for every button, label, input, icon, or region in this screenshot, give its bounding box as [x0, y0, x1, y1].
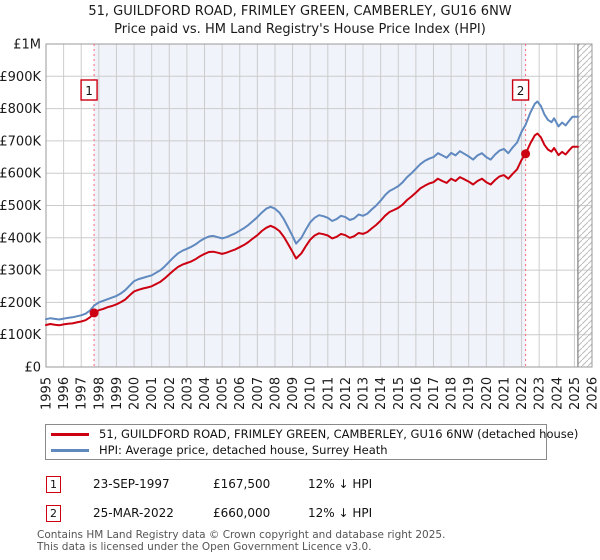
- x-tick-label: 2010: [304, 377, 319, 410]
- x-tick-label: 2011: [321, 377, 336, 410]
- transaction-1-marker: 1: [46, 476, 61, 493]
- x-tick-label: 2023: [533, 377, 548, 410]
- hpi-line-swatch: [51, 448, 89, 452]
- y-tick-label: £1M: [13, 38, 41, 53]
- copyright-line: Contains HM Land Registry data © Crown c…: [37, 529, 446, 541]
- x-tick-label: 1995: [40, 377, 55, 410]
- x-tick-label: 2000: [128, 377, 143, 410]
- x-tick-label: 2005: [216, 377, 231, 410]
- x-tick-label: 2001: [145, 377, 160, 410]
- transaction-1-price: £167,500: [213, 477, 271, 491]
- x-tick-label: 2013: [357, 377, 372, 410]
- y-tick-label: £0: [24, 361, 41, 376]
- y-tick-label: £900K: [0, 70, 41, 85]
- sale-flag-box-2: [511, 79, 530, 101]
- x-tick-label: 2025: [568, 377, 583, 410]
- y-tick-label: £200K: [0, 296, 41, 311]
- chart-subtitle: Price paid vs. HM Land Registry's House …: [114, 22, 486, 37]
- x-tick-label: 2016: [409, 377, 424, 410]
- x-tick-label: 2026: [586, 377, 600, 410]
- licence-line: This data is licensed under the Open Gov…: [37, 541, 372, 553]
- legend-item-property: 51, GUILDFORD ROAD, FRIMLEY GREEN, CAMBE…: [46, 427, 578, 441]
- y-tick-label: £400K: [0, 231, 41, 246]
- transaction-row-1: 1 23-SEP-1997 £167,500 12% ↓ HPI: [0, 476, 600, 494]
- x-tick-label: 2019: [462, 377, 477, 410]
- y-tick-label: £600K: [0, 167, 41, 182]
- x-tick-label: 2015: [392, 377, 407, 410]
- x-tick-label: 2008: [268, 377, 283, 410]
- sale-marker-1: [89, 308, 99, 318]
- x-tick-label: 2024: [550, 377, 565, 410]
- x-tick-label: 1998: [92, 377, 107, 410]
- transaction-1-hpi-delta: 12% ↓ HPI: [308, 477, 373, 491]
- x-tick-label: 2012: [339, 377, 354, 410]
- x-tick-label: 1997: [75, 377, 90, 410]
- hpi-series-line: [45, 100, 579, 321]
- sale-marker-2: [521, 149, 531, 159]
- sale-flag-box-1: [80, 79, 98, 101]
- property-series-line: [45, 132, 579, 327]
- price-chart: 1 2 £0 £100K £200K £300K £400K £500K £600K £700K £…: [0, 38, 600, 411]
- x-tick-label: 2021: [497, 377, 512, 410]
- legend-label-hpi: HPI: Average price, detached house, Surr…: [99, 443, 388, 457]
- transaction-2-price: £660,000: [213, 506, 271, 520]
- x-tick-label: 2003: [180, 377, 195, 410]
- x-tick-label: 2020: [480, 377, 495, 410]
- chart-title: 51, GUILDFORD ROAD, FRIMLEY GREEN, CAMBE…: [88, 4, 512, 19]
- future-hatch-region: [577, 44, 592, 367]
- x-tick-label: 2002: [163, 377, 178, 410]
- x-tick-label: 2004: [198, 377, 213, 410]
- legend-label-property: 51, GUILDFORD ROAD, FRIMLEY GREEN, CAMBE…: [99, 427, 579, 441]
- sale-flag-label-2: 2: [517, 84, 525, 98]
- x-tick-label: 2017: [427, 377, 442, 410]
- property-line-swatch: [51, 432, 89, 436]
- y-tick-label: £700K: [0, 134, 41, 149]
- y-tick-label: £800K: [0, 102, 41, 117]
- transaction-2-marker: 2: [46, 505, 61, 522]
- legend: 51, GUILDFORD ROAD, FRIMLEY GREEN, CAMBE…: [45, 424, 578, 460]
- x-tick-label: 2014: [374, 377, 389, 410]
- transaction-2-date: 25-MAR-2022: [93, 506, 174, 520]
- x-tick-label: 1996: [57, 377, 72, 410]
- x-tick-label: 2007: [251, 377, 266, 410]
- sale-flag-label-1: 1: [85, 84, 93, 98]
- transaction-2-hpi-delta: 12% ↓ HPI: [308, 506, 373, 520]
- x-tick-label: 1999: [110, 377, 125, 410]
- x-tick-label: 2022: [515, 377, 530, 410]
- transaction-row-2: 2 25-MAR-2022 £660,000 12% ↓ HPI: [0, 505, 600, 523]
- transaction-1-date: 23-SEP-1997: [93, 477, 170, 491]
- x-tick-label: 2009: [286, 377, 301, 410]
- legend-item-hpi: HPI: Average price, detached house, Surr…: [46, 443, 546, 457]
- y-tick-label: £100K: [0, 328, 41, 343]
- y-tick-label: £300K: [0, 264, 41, 279]
- x-tick-label: 2006: [233, 377, 248, 410]
- y-tick-label: £500K: [0, 199, 41, 214]
- x-tick-label: 2018: [445, 377, 460, 410]
